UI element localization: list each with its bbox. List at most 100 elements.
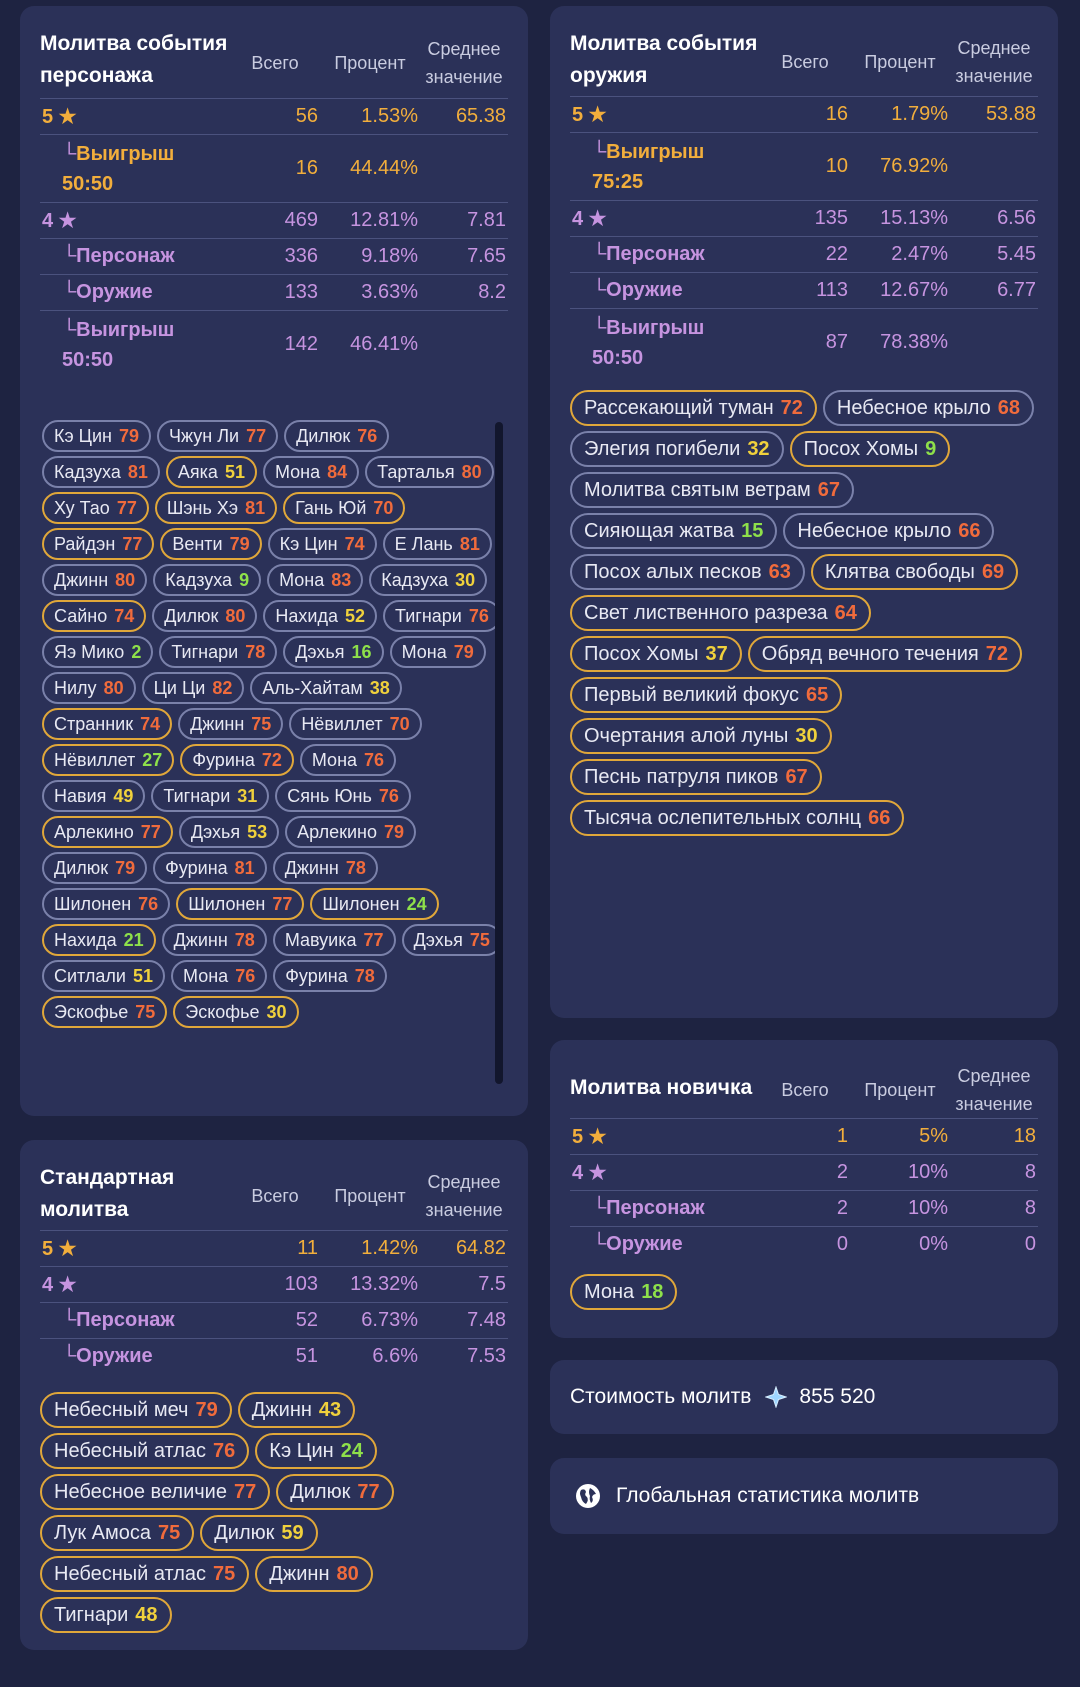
pull-tag[interactable]: Джинн 78 bbox=[272, 852, 378, 884]
pull-tag[interactable]: Сянь Юнь 76 bbox=[275, 780, 411, 812]
pull-tag[interactable]: Дилюк 59 bbox=[200, 1515, 318, 1551]
pull-tag[interactable]: Кадзуха 81 bbox=[42, 456, 160, 488]
pull-tag[interactable]: Нахида 52 bbox=[263, 600, 378, 632]
pull-tag[interactable]: Посох Хомы 37 bbox=[570, 636, 742, 672]
pull-count: 9 bbox=[925, 437, 937, 460]
pull-tag[interactable]: Мона 84 bbox=[262, 456, 360, 488]
pull-tag[interactable]: Странник 74 bbox=[42, 708, 173, 740]
pull-tag[interactable]: Песнь патруля пиков 67 bbox=[570, 759, 822, 795]
scrollbar[interactable] bbox=[495, 422, 503, 1084]
pull-tag[interactable]: Джинн 75 bbox=[178, 708, 284, 740]
pull-tag[interactable]: Небесный атлас 76 bbox=[40, 1433, 250, 1469]
pull-name: Нёвиллет bbox=[301, 713, 383, 734]
pull-tag[interactable]: Тигнари 76 bbox=[383, 600, 501, 632]
pull-tag[interactable]: Мона 83 bbox=[267, 564, 364, 596]
pull-tag[interactable]: Арлекино 77 bbox=[42, 816, 173, 848]
pull-tag[interactable]: Посох алых песков 63 bbox=[570, 554, 805, 590]
pull-tag[interactable]: Сайно 74 bbox=[42, 600, 147, 632]
pull-tag[interactable]: Арлекино 79 bbox=[285, 816, 416, 848]
panel-title: Молитва события персонажа bbox=[40, 32, 228, 87]
pull-tag[interactable]: Очертания алой луны 30 bbox=[570, 718, 832, 754]
pull-tag[interactable]: Кэ Цин 79 bbox=[42, 420, 152, 452]
pull-tag[interactable]: Нёвиллет 27 bbox=[42, 744, 175, 776]
pull-tag[interactable]: Джинн 78 bbox=[161, 924, 267, 956]
pull-tag[interactable]: Дэхья 75 bbox=[401, 924, 502, 956]
pull-tag[interactable]: Дилюк 79 bbox=[42, 852, 148, 884]
pull-tag[interactable]: Эскофье 30 bbox=[173, 996, 299, 1028]
pull-tag[interactable]: Свет лиственного разреза 64 bbox=[570, 595, 871, 631]
pull-tag[interactable]: Эскофье 75 bbox=[42, 996, 168, 1028]
pull-tag[interactable]: Мавуика 77 bbox=[272, 924, 396, 956]
pull-tag[interactable]: Шилонен 24 bbox=[310, 888, 439, 920]
pull-tag[interactable]: Небесный меч 79 bbox=[40, 1392, 232, 1428]
pull-tag[interactable]: Ци Ци 82 bbox=[141, 672, 245, 704]
pull-tag[interactable]: Шэнь Хэ 81 bbox=[154, 492, 278, 524]
pull-tag[interactable]: Шилонен 76 bbox=[42, 888, 171, 920]
col-total: Всего bbox=[781, 1080, 829, 1100]
pull-tag[interactable]: Мона 76 bbox=[171, 960, 268, 992]
pull-tag[interactable]: Посох Хомы 9 bbox=[789, 431, 951, 467]
pull-tag[interactable]: Фурина 81 bbox=[153, 852, 267, 884]
pull-tag[interactable]: Обряд вечного течения 72 bbox=[747, 636, 1022, 672]
pull-tag[interactable]: Навия 49 bbox=[42, 780, 146, 812]
pull-tag[interactable]: Яэ Мико 2 bbox=[42, 636, 154, 668]
pull-tag[interactable]: Элегия погибели 32 bbox=[570, 431, 784, 467]
pull-tag[interactable]: Джинн 80 bbox=[255, 1556, 373, 1592]
pull-tag[interactable]: Ху Тао 77 bbox=[42, 492, 149, 524]
pull-count: 53 bbox=[247, 821, 268, 842]
pull-tag[interactable]: Райдэн 77 bbox=[42, 528, 155, 560]
pull-tag[interactable]: Дилюк 77 bbox=[276, 1474, 394, 1510]
panel-title: Молитва новичка bbox=[570, 1076, 753, 1099]
pull-tag[interactable]: Джинн 43 bbox=[237, 1392, 356, 1428]
pull-tag[interactable]: Первый великий фокус 65 bbox=[570, 677, 843, 713]
pull-tag[interactable]: Небесное величие 77 bbox=[40, 1474, 271, 1510]
pull-tag[interactable]: Тигнари 48 bbox=[40, 1597, 172, 1633]
pull-tag[interactable]: Нахида 21 bbox=[42, 924, 156, 956]
pull-tag[interactable]: Мона 18 bbox=[570, 1274, 678, 1310]
pull-count: 52 bbox=[344, 605, 366, 626]
pull-count: 81 bbox=[234, 857, 255, 878]
global-stats-button[interactable]: Глобальная статистика молитв bbox=[550, 1458, 1058, 1534]
pull-tag[interactable]: Фурина 72 bbox=[180, 744, 294, 776]
pull-tag[interactable]: Лук Амоса 75 bbox=[40, 1515, 195, 1551]
pull-tag[interactable]: Тысяча ослепительных солнц 66 bbox=[570, 800, 905, 836]
weapon-pull-history[interactable]: Рассекающий туман 72 Небесное крыло 68 Элеги… bbox=[570, 390, 1040, 841]
pull-tag[interactable]: Рассекающий туман 72 bbox=[570, 390, 817, 426]
pull-tag[interactable]: Кэ Цин 74 bbox=[267, 528, 377, 560]
pull-tag[interactable]: Тигнари 78 bbox=[159, 636, 278, 668]
pull-tag[interactable]: Чжун Ли 77 bbox=[157, 420, 279, 452]
pull-tag[interactable]: Тарталья 80 bbox=[365, 456, 494, 488]
pull-tag[interactable]: Ситлали 51 bbox=[42, 960, 166, 992]
pull-tag[interactable]: Мона 79 bbox=[389, 636, 486, 668]
pull-tag[interactable]: Аяка 51 bbox=[165, 456, 257, 488]
pull-tag[interactable]: Тигнари 31 bbox=[151, 780, 270, 812]
pull-tag[interactable]: Гань Юй 70 bbox=[283, 492, 406, 524]
pull-tag[interactable]: Е Лань 81 bbox=[382, 528, 492, 560]
pull-count: 84 bbox=[327, 461, 348, 482]
pull-tag[interactable]: Кадзуха 30 bbox=[369, 564, 488, 596]
pull-tag[interactable]: Молитва святым ветрам 67 bbox=[570, 472, 854, 508]
pull-tag[interactable]: Джинн 80 bbox=[42, 564, 148, 596]
pull-tag[interactable]: Аль-Хайтам 38 bbox=[250, 672, 402, 704]
standard-pull-history[interactable]: Небесный меч 79 Джинн 43 Небесный атлас 76 Кэ … bbox=[40, 1392, 510, 1638]
pull-tag[interactable]: Дилюк 80 bbox=[152, 600, 258, 632]
pull-tag[interactable]: Небесный атлас 75 bbox=[40, 1556, 250, 1592]
pull-tag[interactable]: Дэхья 53 bbox=[178, 816, 280, 848]
char-pull-history[interactable]: Кэ Цин 79 Чжун Ли 77 Дилюк 76 Кадзуха 81 Аяка 51 М… bbox=[42, 420, 502, 1096]
pull-tag[interactable]: Дилюк 76 bbox=[284, 420, 390, 452]
pull-tag[interactable]: Шилонен 77 bbox=[176, 888, 305, 920]
pull-tag[interactable]: Небесное крыло 66 bbox=[783, 513, 995, 549]
table-header: Молитва события оружия Всего Процент Сре… bbox=[570, 28, 1038, 97]
pull-tag[interactable]: Кадзуха 9 bbox=[153, 564, 262, 596]
pull-tag[interactable]: Сияющая жатва 15 bbox=[570, 513, 778, 549]
pull-tag[interactable]: Нилу 80 bbox=[42, 672, 136, 704]
pull-tag[interactable]: Фурина 78 bbox=[273, 960, 387, 992]
pull-tag[interactable]: Небесное крыло 68 bbox=[822, 390, 1034, 426]
pull-tag[interactable]: Кэ Цин 24 bbox=[255, 1433, 377, 1469]
pull-tag[interactable]: Клятва свободы 69 bbox=[810, 554, 1019, 590]
pull-tag[interactable]: Дэхья 16 bbox=[283, 636, 384, 668]
pull-tag[interactable]: Мона 76 bbox=[299, 744, 397, 776]
beginner-pull-history[interactable]: Мона 18 bbox=[570, 1274, 1040, 1315]
pull-tag[interactable]: Венти 79 bbox=[160, 528, 262, 560]
pull-tag[interactable]: Нёвиллет 70 bbox=[289, 708, 422, 740]
